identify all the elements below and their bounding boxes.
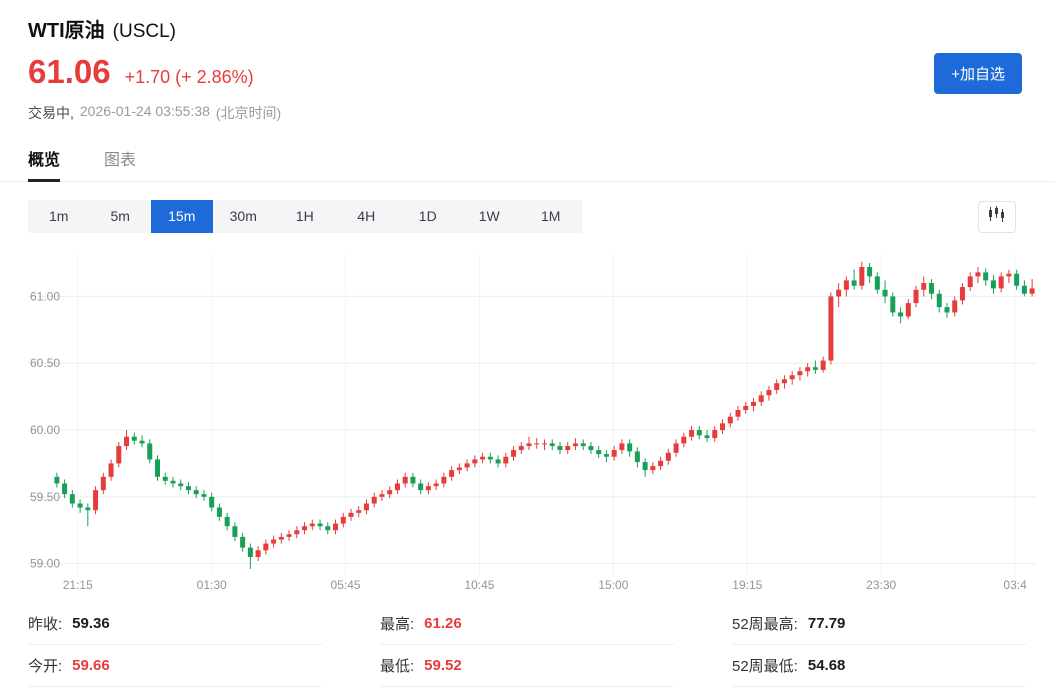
quote-datetime: 2026-01-24 03:55:38	[79, 103, 210, 119]
stat-high-label: 最高:	[380, 616, 415, 633]
stat-52w-high-value: 77.79	[807, 615, 846, 632]
interval-button-1m[interactable]: 1m	[49, 208, 69, 224]
interval-selector: 1m 5m 15m 30m 1H 4H 1D 1W 1M	[28, 200, 582, 233]
svg-text:59.00: 59.00	[30, 557, 60, 571]
trading-status: 交易中,	[28, 105, 74, 121]
price-group: 61.06 +1.70 (+ 2.86%)	[28, 53, 254, 91]
interval-button-1d[interactable]: 1D	[418, 208, 437, 224]
instrument-symbol: (USCL)	[112, 21, 176, 42]
chart-toolbar: 1m 5m 15m 30m 1H 4H 1D 1W 1M	[28, 200, 1016, 233]
stat-high-value: 61.26	[424, 615, 462, 632]
interval-button-1w[interactable]: 1W	[478, 208, 500, 224]
svg-text:21:15: 21:15	[63, 578, 93, 592]
interval-button-5m[interactable]: 5m	[110, 208, 130, 224]
stat-low-label: 最低:	[380, 658, 415, 675]
stat-open: 今开: 59.66	[28, 645, 322, 687]
stat-high: 最高: 61.26	[380, 603, 674, 645]
svg-text:01:30: 01:30	[197, 578, 227, 592]
candlestick-chart[interactable]: 59.00 59.50 60.00 60.50 61.00 21:15 01:30 05:45…	[28, 247, 1042, 592]
svg-text:19:15: 19:15	[732, 578, 762, 592]
stat-prev-close-value: 59.36	[72, 615, 110, 632]
stat-open-label: 今开:	[28, 658, 63, 675]
price-change: +1.70 (+ 2.86%)	[124, 67, 254, 87]
chart-style-button[interactable]	[978, 200, 1016, 233]
svg-text:05:45: 05:45	[331, 578, 361, 592]
stat-52w-low-label: 52周最低:	[732, 658, 798, 675]
svg-text:03:4: 03:4	[1003, 578, 1027, 592]
trading-status-row: 交易中, 2026-01-24 03:55:38 (北京时间)	[28, 103, 1022, 123]
svg-text:15:00: 15:00	[598, 578, 628, 592]
svg-text:59.50: 59.50	[30, 490, 60, 504]
svg-text:61.00: 61.00	[30, 289, 60, 303]
stat-52w-high: 52周最高: 77.79	[732, 603, 1026, 645]
price-row: 61.06 +1.70 (+ 2.86%) +加自选	[28, 53, 1022, 94]
instrument-name: WTI原油	[28, 20, 105, 42]
add-watchlist-button[interactable]: +加自选	[934, 53, 1022, 94]
svg-text:60.00: 60.00	[30, 423, 60, 437]
interval-button-1h[interactable]: 1H	[295, 208, 314, 224]
kline-icon	[988, 206, 1006, 227]
interval-button-15m[interactable]: 15m	[151, 200, 213, 233]
svg-text:60.50: 60.50	[30, 356, 60, 370]
stat-prev-close: 昨收: 59.36	[28, 603, 322, 645]
stat-52w-low-value: 54.68	[807, 657, 846, 674]
tab-bar: 概览 图表	[0, 146, 1054, 182]
quote-header: WTI原油 (USCL) 61.06 +1.70 (+ 2.86%) +加自选 …	[0, 0, 1054, 123]
stat-open-value: 59.66	[72, 657, 110, 674]
chart-area[interactable]: 59.00 59.50 60.00 60.50 61.00 21:15 01:30 05:45…	[28, 247, 1042, 597]
interval-button-30m[interactable]: 30m	[229, 208, 257, 224]
interval-button-4h[interactable]: 4H	[357, 208, 376, 224]
last-price: 61.06	[28, 53, 111, 90]
stat-52w-low: 52周最低: 54.68	[732, 645, 1026, 687]
title-row: WTI原油 (USCL)	[28, 14, 1022, 43]
tab-overview[interactable]: 概览	[28, 146, 61, 182]
stat-52w-high-label: 52周最高:	[732, 616, 798, 633]
svg-text:23:30: 23:30	[866, 578, 896, 592]
tab-chart[interactable]: 图表	[104, 152, 137, 169]
svg-text:10:45: 10:45	[464, 578, 494, 592]
stat-low-value: 59.52	[424, 657, 462, 674]
interval-button-1mo[interactable]: 1M	[541, 208, 561, 224]
stat-low: 最低: 59.52	[380, 645, 674, 687]
quote-timezone: (北京时间)	[215, 105, 282, 121]
stats-panel: 昨收: 59.36 最高: 61.26 52周最高: 77.79 今开: 59.…	[28, 603, 1026, 687]
stat-prev-close-label: 昨收:	[28, 616, 63, 633]
